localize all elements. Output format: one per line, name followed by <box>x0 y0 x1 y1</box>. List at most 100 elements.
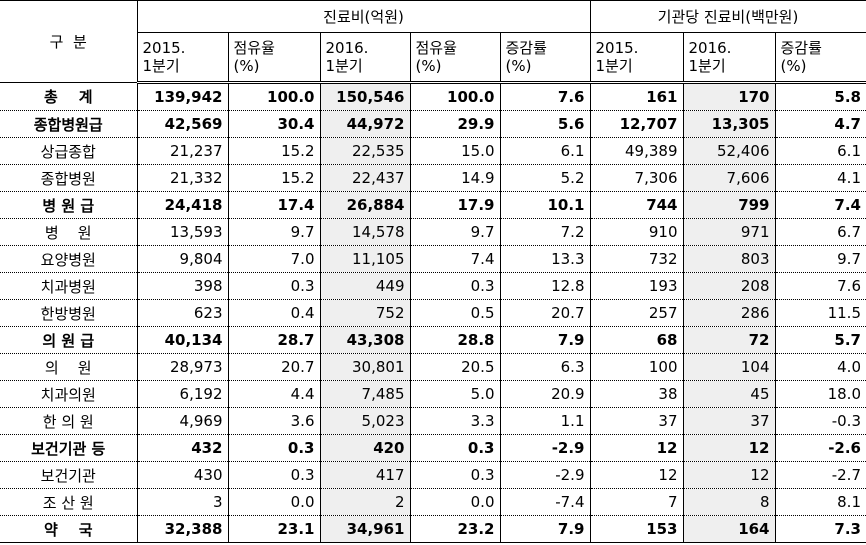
table-cell: 623 <box>136 299 228 327</box>
row-label: 종합병원급 <box>0 110 137 138</box>
table-cell: 11,105 <box>319 245 410 273</box>
table-cell: 12 <box>682 434 775 462</box>
table-cell: 13.3 <box>499 245 590 273</box>
table-cell: 430 <box>136 461 228 489</box>
table-row: 치과의원 6,192 4.4 7,485 5.0 20.9 38 45 18.0 <box>0 380 866 408</box>
table-cell: 0.3 <box>227 272 320 300</box>
table-cell: 49,389 <box>589 137 683 165</box>
row-label: 한방병원 <box>0 299 137 327</box>
table-row: 한 의 원 4,969 3.6 5,023 3.3 1.1 37 37 -0.3 <box>0 407 866 435</box>
row-label: 상급종합 <box>0 137 137 165</box>
table-cell: 21,332 <box>136 164 228 192</box>
table-cell: 15.2 <box>227 137 320 165</box>
table-cell: 21,237 <box>136 137 228 165</box>
table-cell: 5.0 <box>409 380 500 408</box>
table-row: 약 국 32,388 23.1 34,961 23.2 7.9 153 164 7.3 <box>0 515 866 543</box>
table-cell: 398 <box>136 272 228 300</box>
table-cell: 1.1 <box>499 407 590 435</box>
table-cell: 7.6 <box>499 82 590 111</box>
table-cell: 0.5 <box>409 299 500 327</box>
table-cell: 44,972 <box>319 110 410 138</box>
table-cell: 0.4 <box>227 299 320 327</box>
table-cell: 5,023 <box>319 407 410 435</box>
table-cell: 161 <box>589 82 683 111</box>
table-row: 조 산 원 3 0.0 2 0.0 -7.4 7 8 8.1 <box>0 488 866 516</box>
table-cell: 0.3 <box>227 434 320 462</box>
table-cell: 28.7 <box>227 326 320 354</box>
table-cell: 9.7 <box>409 218 500 246</box>
table-cell: 8 <box>682 488 775 516</box>
row-label: 보건기관 <box>0 461 137 489</box>
table-cell: 803 <box>682 245 775 273</box>
table-cell: 4.4 <box>227 380 320 408</box>
table-cell: 5.6 <box>499 110 590 138</box>
table-cell: 10.1 <box>499 191 590 219</box>
table-cell: 100.0 <box>409 82 500 111</box>
table-cell: 20.9 <box>499 380 590 408</box>
table-cell: 30.4 <box>227 110 320 138</box>
table-cell: 7.2 <box>499 218 590 246</box>
table-cell: 0.0 <box>409 488 500 516</box>
row-label: 종합병원 <box>0 164 137 192</box>
header-cell: 2016. 1분기 <box>682 32 776 84</box>
table-cell: 7.0 <box>227 245 320 273</box>
table-cell: 4,969 <box>136 407 228 435</box>
table-row: 종합병원 21,332 15.2 22,437 14.9 5.2 7,306 7,606 4.1 <box>0 164 866 192</box>
header-row: 2015. 1분기 점유율 (%) 2016. 1분기 점유율 (%) 증감률 (%) 2… <box>0 32 866 84</box>
row-label: 의 원 급 <box>0 326 137 354</box>
table-cell: 20.5 <box>409 353 500 381</box>
table-cell: 0.3 <box>409 272 500 300</box>
header-cell: 증감률 (%) <box>499 32 591 84</box>
table-cell: 14.9 <box>409 164 500 192</box>
table-cell: 7.6 <box>774 272 866 300</box>
table-row: 의 원 28,973 20.7 30,801 20.5 6.3 100 104 4.0 <box>0 353 866 381</box>
header-cell: 2015. 1분기 <box>589 32 684 84</box>
header-row: 구 분 진료비(억원) 기관당 진료비(백만원) <box>0 0 866 83</box>
row-label: 요양병원 <box>0 245 137 273</box>
row-label: 보건기관 등 <box>0 434 137 462</box>
table-cell: 28.8 <box>409 326 500 354</box>
row-label: 병 원 급 <box>0 191 137 219</box>
table-cell: 7.9 <box>499 326 590 354</box>
table-row: 보건기관 등 432 0.3 420 0.3 -2.9 12 12 -2.6 <box>0 434 866 462</box>
row-label: 치과의원 <box>0 380 137 408</box>
table-row: 총 계 139,942 100.0 150,546 100.0 7.6 161 170 5.8 <box>0 82 866 111</box>
table-cell: 6.7 <box>774 218 866 246</box>
table-cell: 26,884 <box>319 191 410 219</box>
table-cell: 12,707 <box>589 110 683 138</box>
table-cell: 37 <box>589 407 683 435</box>
table-cell: 23.1 <box>227 515 320 543</box>
table-cell: 153 <box>589 515 683 543</box>
table-cell: 29.9 <box>409 110 500 138</box>
table-cell: 24,418 <box>136 191 228 219</box>
table-cell: 799 <box>682 191 775 219</box>
table-cell: 38 <box>589 380 683 408</box>
table-cell: 30,801 <box>319 353 410 381</box>
table-cell: 43,308 <box>319 326 410 354</box>
table-row: 병 원 13,593 9.7 14,578 9.7 7.2 910 971 6.7 <box>0 218 866 246</box>
table-cell: -2.6 <box>774 434 866 462</box>
table-cell: 971 <box>682 218 775 246</box>
header-group: 진료비(억원) <box>136 0 591 33</box>
table-cell: 17.4 <box>227 191 320 219</box>
table-cell: 164 <box>682 515 775 543</box>
table-cell: 193 <box>589 272 683 300</box>
row-label: 의 원 <box>0 353 137 381</box>
table-cell: 68 <box>589 326 683 354</box>
row-label: 약 국 <box>0 515 137 543</box>
table-cell: 417 <box>319 461 410 489</box>
table-cell: 752 <box>319 299 410 327</box>
table-cell: 52,406 <box>682 137 775 165</box>
table-cell: 432 <box>136 434 228 462</box>
table-cell: 5.8 <box>774 82 866 111</box>
table-cell: 257 <box>589 299 683 327</box>
header-cell: 점유율 (%) <box>227 32 321 84</box>
table-row: 상급종합 21,237 15.2 22,535 15.0 6.1 49,389 52,406 6… <box>0 137 866 165</box>
header-group: 기관당 진료비(백만원) <box>589 0 866 33</box>
table-cell: 744 <box>589 191 683 219</box>
table-cell: 17.9 <box>409 191 500 219</box>
row-label: 치과병원 <box>0 272 137 300</box>
table-cell: -2.9 <box>499 461 590 489</box>
table-cell: 37 <box>682 407 775 435</box>
